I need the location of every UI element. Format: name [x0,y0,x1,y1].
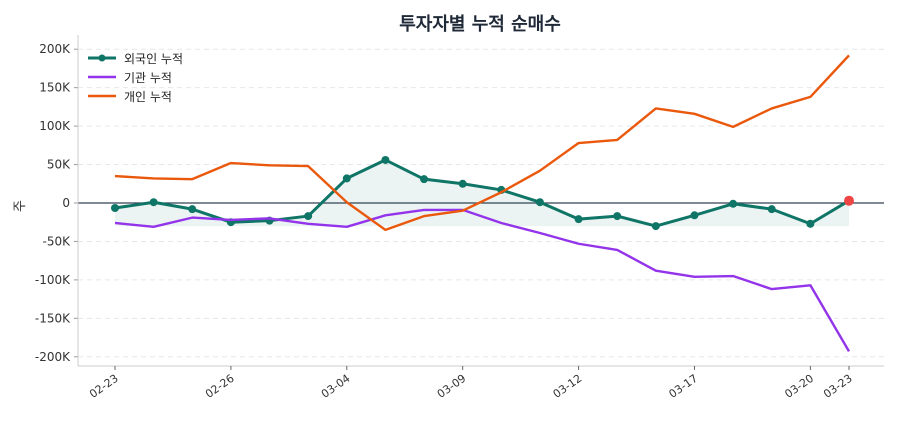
data-point [111,203,119,212]
data-point [342,174,351,183]
data-point [458,179,467,188]
y-tick-label: -200K [35,350,71,364]
data-point [613,212,622,221]
data-point [690,211,699,220]
legend-label: 외국인 누적 [124,52,183,66]
y-axis-label: 주 [13,200,28,212]
series-line-1 [114,158,850,228]
legend-label: 기관 누적 [124,71,172,85]
x-tick-label: 03-12 [551,372,585,401]
chart-title: 투자자별 누적 순매수 [399,14,561,35]
data-point [149,198,158,207]
data-point [574,215,583,224]
data-point [767,205,776,214]
data-point [729,199,738,208]
data-point [188,205,197,214]
x-tick-label: 03-09 [435,372,469,401]
y-tick-label: -50K [43,234,72,248]
legend-marker [98,54,106,62]
y-tick-label: 0 [62,196,70,210]
last-point-marker [844,195,854,206]
data-point [304,212,313,221]
x-tick-label: 02-23 [87,372,121,401]
legend-label: 개인 누적 [124,90,172,104]
y-tick-label: 150K [39,81,71,95]
x-tick-label: 03-17 [667,372,701,401]
x-tick-label: 03-20 [782,372,816,401]
data-point [535,198,544,207]
data-point [420,175,429,184]
series-fill-area [115,159,849,227]
y-tick-label: 50K [47,158,71,172]
series-line-2 [114,208,851,352]
y-tick-label: 100K [39,119,71,133]
y-tick-label: 200K [39,42,71,56]
y-tick-label: -100K [35,273,71,287]
y-tick-label: -150K [35,311,71,325]
x-tick-label: 03-04 [319,372,353,401]
data-point [651,222,660,231]
data-point [381,155,390,164]
data-point [806,219,815,228]
x-tick-label: 03-23 [821,372,855,401]
x-tick-label: 02-26 [203,372,237,401]
series-line-3 [114,54,850,232]
